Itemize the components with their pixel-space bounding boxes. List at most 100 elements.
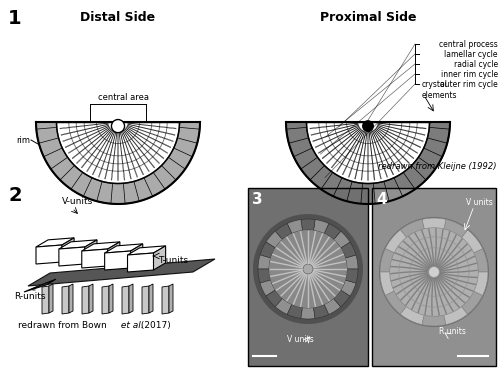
Polygon shape <box>72 128 110 159</box>
Polygon shape <box>315 126 359 148</box>
Polygon shape <box>322 128 360 159</box>
Text: (2017): (2017) <box>138 321 171 330</box>
Text: rim: rim <box>16 135 30 144</box>
Polygon shape <box>326 129 361 163</box>
Circle shape <box>363 121 373 131</box>
Polygon shape <box>102 286 109 314</box>
Polygon shape <box>65 126 109 148</box>
Polygon shape <box>314 220 329 233</box>
Polygon shape <box>375 129 410 163</box>
Polygon shape <box>380 272 394 295</box>
Text: R-units: R-units <box>14 292 46 301</box>
Polygon shape <box>119 132 125 180</box>
Polygon shape <box>82 286 89 314</box>
Polygon shape <box>422 315 446 326</box>
Polygon shape <box>85 240 97 264</box>
Polygon shape <box>301 307 315 319</box>
Polygon shape <box>474 249 488 272</box>
Polygon shape <box>62 238 74 262</box>
Text: radial cycle: radial cycle <box>454 59 498 68</box>
Polygon shape <box>130 244 142 268</box>
Polygon shape <box>69 284 73 313</box>
Polygon shape <box>334 290 350 307</box>
Polygon shape <box>276 298 292 315</box>
Polygon shape <box>128 246 166 255</box>
Polygon shape <box>370 132 382 179</box>
Text: V units: V units <box>286 335 314 344</box>
Polygon shape <box>128 253 154 272</box>
Polygon shape <box>104 244 142 253</box>
Polygon shape <box>162 286 169 314</box>
Polygon shape <box>371 131 388 177</box>
Text: 3: 3 <box>252 192 262 207</box>
Polygon shape <box>361 132 367 180</box>
Polygon shape <box>369 132 375 180</box>
Polygon shape <box>301 219 315 230</box>
Polygon shape <box>92 131 114 175</box>
Polygon shape <box>24 279 56 292</box>
Text: central process: central process <box>440 40 498 49</box>
Polygon shape <box>376 127 418 153</box>
Polygon shape <box>126 128 164 159</box>
Polygon shape <box>378 123 426 129</box>
Text: T-units: T-units <box>158 256 188 265</box>
Polygon shape <box>377 126 421 148</box>
Polygon shape <box>122 131 144 175</box>
Polygon shape <box>312 125 359 142</box>
Polygon shape <box>400 220 424 237</box>
Text: Proximal Side: Proximal Side <box>320 11 416 24</box>
Polygon shape <box>324 224 340 239</box>
Text: crystal
elements: crystal elements <box>422 80 457 100</box>
Polygon shape <box>444 307 468 325</box>
Polygon shape <box>68 127 110 153</box>
Polygon shape <box>61 124 108 135</box>
Polygon shape <box>128 124 175 135</box>
Polygon shape <box>36 238 74 247</box>
Text: V-units: V-units <box>62 197 93 206</box>
Text: inner rim cycle: inner rim cycle <box>441 70 498 79</box>
Polygon shape <box>86 130 113 172</box>
Polygon shape <box>62 286 69 314</box>
Text: V units: V units <box>466 198 493 207</box>
Polygon shape <box>129 284 133 313</box>
Polygon shape <box>474 272 488 295</box>
Circle shape <box>112 120 124 133</box>
Polygon shape <box>128 123 176 129</box>
Polygon shape <box>311 124 358 135</box>
Polygon shape <box>104 132 116 179</box>
Polygon shape <box>149 284 153 313</box>
Polygon shape <box>59 240 97 249</box>
Polygon shape <box>372 131 394 175</box>
Polygon shape <box>109 284 113 313</box>
Polygon shape <box>28 259 215 286</box>
Polygon shape <box>354 132 366 179</box>
Polygon shape <box>276 224 292 239</box>
Text: 2: 2 <box>8 186 22 205</box>
Polygon shape <box>82 242 120 251</box>
Polygon shape <box>126 127 168 153</box>
Polygon shape <box>462 291 482 314</box>
Polygon shape <box>310 123 358 129</box>
Polygon shape <box>122 286 129 314</box>
Polygon shape <box>462 230 482 253</box>
Polygon shape <box>287 304 302 319</box>
Text: et al.: et al. <box>118 321 144 330</box>
Polygon shape <box>341 242 356 258</box>
Circle shape <box>269 230 347 308</box>
Polygon shape <box>386 291 406 314</box>
Text: redrawn from Kleijne (1992): redrawn from Kleijne (1992) <box>378 162 496 171</box>
Polygon shape <box>260 280 275 296</box>
Polygon shape <box>346 269 358 283</box>
Text: redrawn from Bown: redrawn from Bown <box>18 321 107 330</box>
Text: outer rim cycle: outer rim cycle <box>440 80 498 89</box>
Text: 1: 1 <box>8 9 22 28</box>
Polygon shape <box>59 247 85 266</box>
Circle shape <box>253 214 363 324</box>
Text: R units: R units <box>439 327 466 336</box>
Text: central area: central area <box>98 93 148 102</box>
Polygon shape <box>341 280 356 296</box>
Polygon shape <box>60 123 108 129</box>
Polygon shape <box>348 131 365 177</box>
Text: lamellar cycle: lamellar cycle <box>444 49 498 58</box>
Polygon shape <box>89 284 93 313</box>
